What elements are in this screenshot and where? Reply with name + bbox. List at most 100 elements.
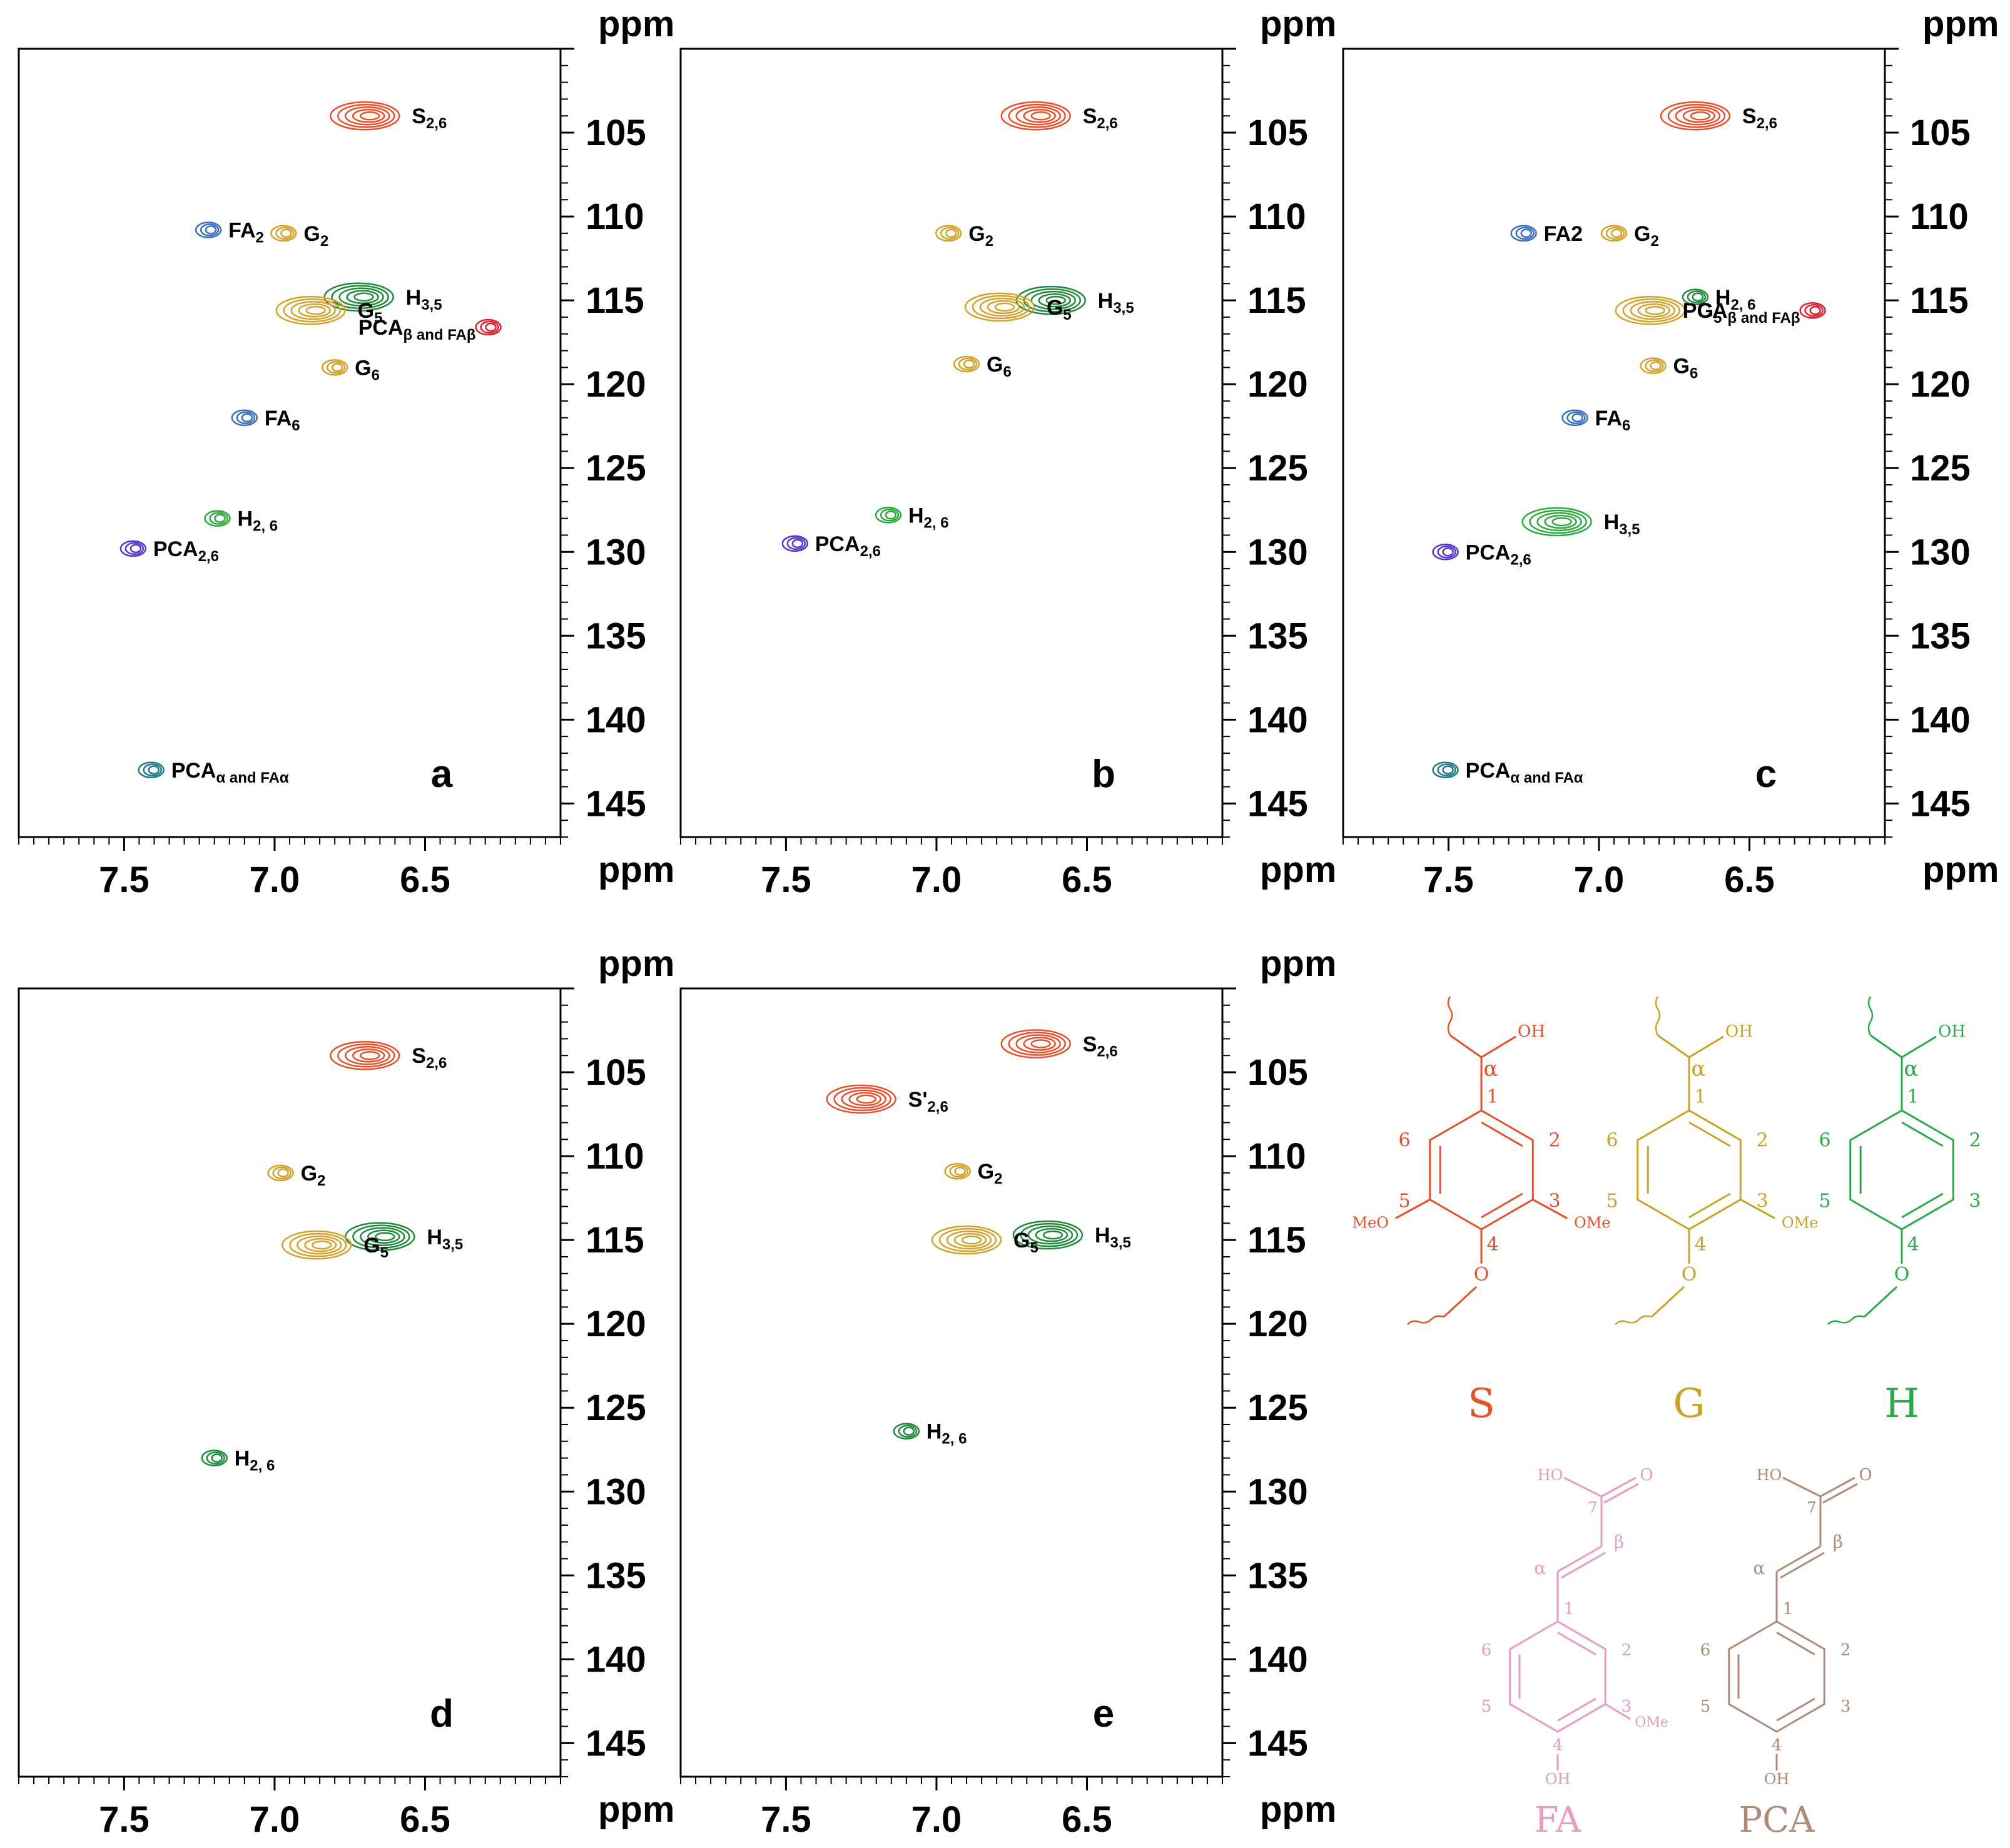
- ring-number: 5: [1481, 1697, 1492, 1716]
- ring-number: 3: [1840, 1697, 1851, 1716]
- contour-line: [958, 357, 978, 371]
- structure-G: OH α 1 2 3 4 5 6 O OMe G: [1606, 996, 1818, 1427]
- contour-line: [119, 540, 147, 557]
- x-tick-label: 6.5: [1724, 860, 1775, 900]
- meo-label: MeO: [1353, 1214, 1389, 1232]
- peak-e-3: H3,5: [1012, 1220, 1131, 1251]
- oxygen-label: O: [1894, 1264, 1910, 1286]
- peak-label: FA2: [228, 219, 264, 246]
- contour-line: [1645, 359, 1664, 372]
- contour-line: [938, 1227, 997, 1252]
- contour-line: [345, 106, 390, 126]
- contour-line: [935, 225, 962, 242]
- beta-label: β: [1614, 1531, 1624, 1552]
- contour-line: [1437, 763, 1456, 777]
- panel-c: 105 110 115 120 125 130 135 140 145 7.5 7.0 6.5 ppm p…: [1342, 4, 1999, 900]
- peak-b-2: H3,5: [1015, 285, 1134, 317]
- peak-a-4: G5: [275, 295, 382, 327]
- contour-line: [1605, 226, 1625, 240]
- double-bond: [1557, 1697, 1596, 1722]
- contour-line: [1804, 303, 1824, 317]
- peak-label: S2,6: [1742, 104, 1777, 132]
- contour-line: [1000, 101, 1071, 131]
- contour-line: [1520, 228, 1532, 238]
- contour-line: [856, 1094, 876, 1104]
- contour-line: [312, 1240, 332, 1250]
- contour-line: [1600, 225, 1628, 242]
- contour-line: [961, 1235, 982, 1245]
- contour-line: [786, 537, 806, 551]
- y-tick-label: 135: [586, 616, 646, 656]
- contour-line: [267, 1164, 294, 1182]
- ring-number: 5: [1606, 1191, 1618, 1212]
- peak-label: G6: [355, 356, 380, 383]
- ring-number: 1: [1694, 1086, 1706, 1108]
- contour-line: [898, 1424, 918, 1438]
- ring-number: 3: [1756, 1191, 1768, 1212]
- x-tick-label: 7.0: [250, 860, 300, 900]
- contour-line: [1692, 292, 1704, 302]
- peak-label: FA6: [265, 407, 300, 434]
- contour-line: [290, 300, 336, 320]
- peak-c-8: H3,5: [1521, 507, 1640, 538]
- y-tick-label: 110: [1247, 196, 1306, 237]
- y-tick-label: 145: [586, 783, 646, 824]
- contour-line: [331, 363, 343, 372]
- panel-a: 105 110 115 120 125 130 135 140 145 7.5 7.0 6.5 ppm p…: [18, 4, 674, 900]
- structure-name: S: [1468, 1381, 1495, 1427]
- structure-FA: O HO 7 α β 1 2 3 4 5 6 OH OMe FA: [1481, 1466, 1668, 1840]
- carbon-number: 7: [1807, 1499, 1816, 1516]
- contour-line: [979, 297, 1025, 317]
- y-tick-label: 125: [586, 448, 646, 489]
- contour-line: [270, 225, 297, 242]
- contour-line: [1030, 111, 1051, 121]
- y-tick-label: 105: [586, 113, 646, 153]
- contour-line: [987, 300, 1020, 315]
- contour-line: [963, 359, 975, 369]
- peak-c-3: H2, 6: [1682, 286, 1755, 313]
- x-tick-label: 6.5: [400, 1799, 450, 1840]
- contour-line: [337, 1043, 395, 1068]
- contour-line: [200, 223, 220, 236]
- structure-name: H: [1884, 1381, 1919, 1427]
- wavy-bond: [1655, 996, 1661, 1036]
- y-axis-unit: ppm: [598, 943, 674, 984]
- y-tick-label: 125: [586, 1388, 646, 1428]
- double-bond: [1776, 1697, 1815, 1722]
- alpha-label: α: [1904, 1057, 1919, 1082]
- peak-e-2: G2: [944, 1160, 1002, 1187]
- y-tick-label: 115: [586, 1220, 644, 1261]
- contour-line: [1027, 1225, 1074, 1245]
- ho-label: HO: [1757, 1466, 1782, 1484]
- ring-number: 1: [1564, 1600, 1575, 1618]
- x-tick-label: 6.5: [1062, 1799, 1112, 1840]
- contour-line: [272, 1166, 292, 1180]
- y-axis-unit: ppm: [598, 4, 674, 44]
- y-tick-label: 130: [586, 1471, 646, 1512]
- peak-label: G6: [987, 353, 1012, 380]
- peak-e-1: S'2,6: [826, 1084, 948, 1115]
- structure-PCA: O HO 7 α β 1 2 3 4 5 6 OH PCA: [1700, 1466, 1872, 1840]
- peak-label: S2,6: [1083, 1032, 1118, 1060]
- contour-line: [972, 295, 1030, 320]
- wavy-bond: [1407, 1315, 1444, 1325]
- peak-label: G2: [303, 222, 328, 250]
- y-tick-label: 140: [586, 699, 646, 740]
- contour-line: [345, 1045, 390, 1065]
- y-tick-label: 135: [1910, 616, 1971, 656]
- peak-c-7: FA6: [1561, 407, 1630, 434]
- x-axis-unit: ppm: [1260, 1789, 1336, 1830]
- panel-letter: c: [1755, 753, 1777, 796]
- peak-label: H3,5: [1604, 510, 1640, 538]
- y-tick-label: 140: [1247, 699, 1308, 740]
- double-bond: [1481, 1121, 1523, 1147]
- contour-line: [204, 510, 231, 527]
- contour-line: [236, 411, 256, 425]
- x-axis-unit: ppm: [1260, 850, 1336, 890]
- contour-line: [953, 355, 980, 373]
- contour-line: [1536, 512, 1582, 532]
- y-axis-unit: ppm: [1260, 4, 1336, 44]
- peak-label: G5: [1697, 299, 1722, 327]
- y-tick-label: 130: [586, 532, 646, 572]
